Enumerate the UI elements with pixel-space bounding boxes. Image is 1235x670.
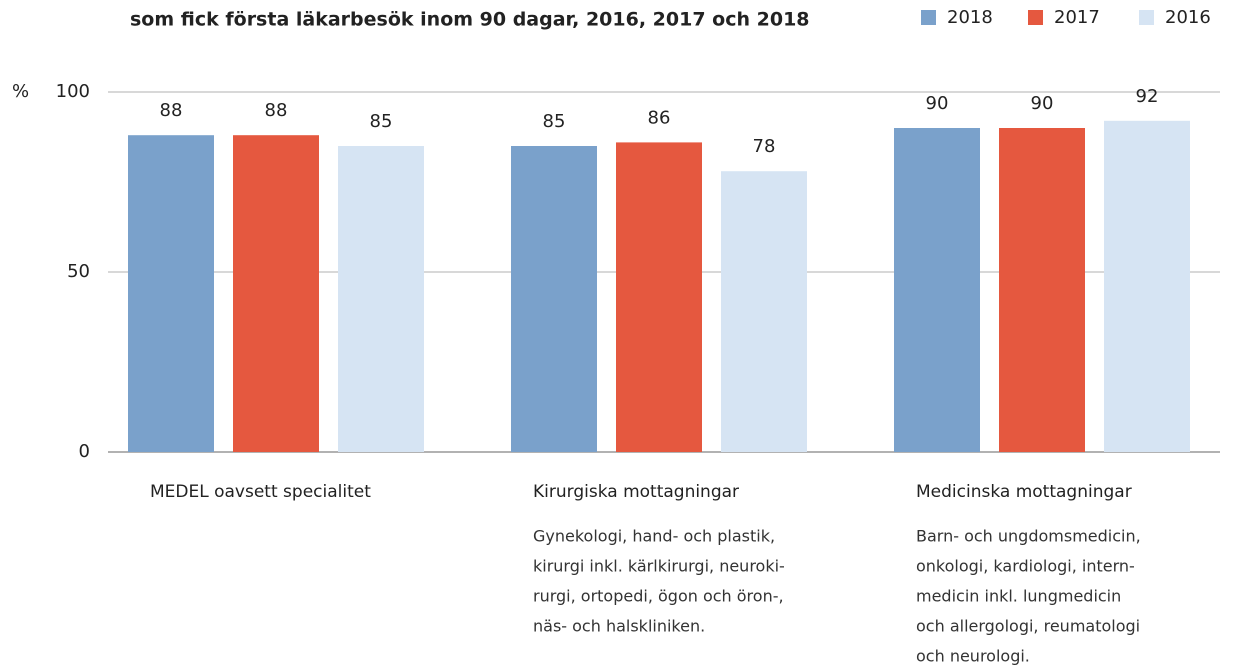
value-label: 86: [648, 107, 671, 128]
legend-swatch: [1139, 10, 1154, 25]
legend-label: 2016: [1165, 7, 1211, 28]
value-label: 90: [1031, 93, 1054, 114]
category-note: och neurologi.: [916, 647, 1030, 666]
value-label: 78: [753, 136, 776, 157]
bar: [616, 142, 702, 452]
value-label: 85: [543, 111, 566, 132]
bar: [128, 135, 214, 452]
category-note: näs- och halskliniken.: [533, 617, 705, 636]
legend-swatch: [921, 10, 936, 25]
y-tick-label: 0: [79, 441, 90, 462]
category-note: rurgi, ortopedi, ögon och öron-,: [533, 587, 784, 606]
category-note: Gynekologi, hand- och plastik,: [533, 527, 775, 546]
category-note: Barn- och ungdomsmedicin,: [916, 527, 1141, 546]
value-label: 88: [160, 100, 183, 121]
y-axis-label: %: [12, 81, 29, 102]
legend-swatch: [1028, 10, 1043, 25]
bar: [511, 146, 597, 452]
bar: [894, 128, 980, 452]
value-label: 85: [370, 111, 393, 132]
bar: [338, 146, 424, 452]
bar: [233, 135, 319, 452]
bar: [721, 171, 807, 452]
category-note: medicin inkl. lungmedicin: [916, 587, 1121, 606]
category-note: onkologi, kardiologi, intern-: [916, 557, 1135, 576]
x-tick-label: Kirurgiska mottagningar: [533, 482, 739, 502]
legend-label: 2017: [1054, 7, 1100, 28]
chart-title: som fick första läkarbesök inom 90 dagar…: [130, 9, 810, 31]
value-label: 90: [926, 93, 949, 114]
category-note: och allergologi, reumatologi: [916, 617, 1140, 636]
value-label: 92: [1136, 86, 1159, 107]
y-tick-label: 100: [56, 81, 90, 102]
legend-label: 2018: [947, 7, 993, 28]
value-label: 88: [265, 100, 288, 121]
x-tick-label: Medicinska mottagningar: [916, 482, 1132, 502]
category-note: kirurgi inkl. kärlkirurgi, neuroki-: [533, 557, 785, 576]
bar: [999, 128, 1085, 452]
y-tick-label: 50: [67, 261, 90, 282]
x-tick-label: MEDEL oavsett specialitet: [150, 482, 371, 502]
bar: [1104, 120, 1190, 453]
